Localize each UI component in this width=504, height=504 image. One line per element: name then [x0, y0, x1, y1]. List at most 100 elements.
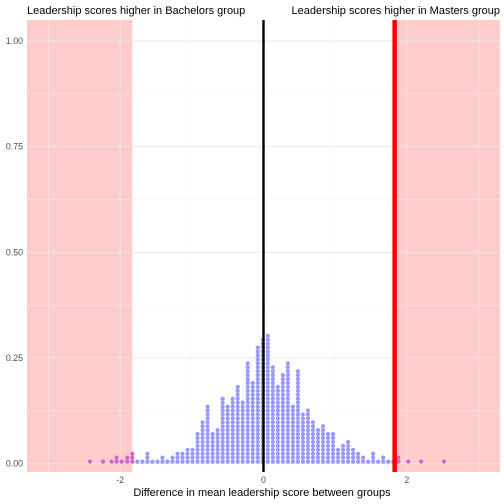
dot — [265, 443, 270, 448]
dot — [265, 431, 270, 437]
dot — [265, 373, 270, 378]
dot — [280, 400, 285, 405]
y-tick-label: 0.50 — [6, 247, 23, 257]
dot — [245, 424, 250, 429]
dot — [255, 357, 260, 362]
dot — [315, 447, 321, 452]
dot — [240, 404, 245, 409]
dot — [230, 435, 235, 441]
dot — [275, 388, 280, 393]
dot — [245, 404, 250, 409]
dot — [255, 384, 260, 390]
dot — [240, 408, 245, 413]
dot — [305, 459, 311, 464]
dot — [220, 439, 225, 445]
dot — [190, 451, 195, 456]
dot — [305, 455, 311, 460]
dot — [275, 392, 280, 397]
dot — [305, 435, 311, 441]
dot — [185, 451, 190, 456]
dot — [225, 431, 230, 437]
dot — [275, 408, 280, 413]
dot — [235, 455, 240, 460]
dot — [310, 459, 316, 464]
dot — [295, 435, 300, 441]
dot — [285, 443, 290, 448]
dot — [280, 431, 285, 437]
dot — [290, 428, 295, 433]
dot — [285, 412, 290, 417]
dot — [255, 451, 260, 456]
dot — [300, 447, 306, 452]
dot — [235, 435, 240, 441]
dot — [265, 404, 270, 409]
dot — [250, 455, 255, 460]
dot — [371, 455, 376, 460]
dot — [320, 424, 326, 429]
dot — [285, 400, 290, 405]
dot — [230, 424, 235, 429]
dot — [275, 412, 280, 417]
dot — [245, 412, 250, 417]
dot — [220, 400, 225, 405]
dot — [315, 439, 321, 445]
dot — [255, 435, 260, 441]
dot — [280, 396, 285, 401]
dot — [275, 447, 280, 452]
dot — [220, 412, 225, 417]
dot — [255, 376, 260, 382]
dot — [205, 408, 210, 413]
dot — [280, 424, 285, 429]
shaded-region-left — [27, 20, 133, 472]
dot — [240, 428, 245, 433]
dot — [265, 333, 270, 338]
dot — [295, 384, 300, 390]
dot — [285, 380, 290, 386]
dot — [265, 412, 270, 417]
dot — [386, 459, 391, 464]
dot — [285, 447, 290, 452]
dot — [270, 447, 275, 452]
dot — [245, 459, 250, 464]
dot — [285, 376, 290, 382]
dot — [265, 349, 270, 354]
dot — [285, 428, 290, 433]
dot — [245, 408, 250, 413]
dot — [265, 337, 270, 342]
dot — [195, 459, 200, 464]
dot — [335, 459, 341, 464]
dot — [265, 400, 270, 405]
dot — [300, 451, 306, 456]
dot — [220, 435, 225, 441]
dot — [170, 459, 175, 464]
dot — [235, 428, 240, 433]
dot — [265, 447, 270, 452]
dot — [205, 443, 210, 448]
dot — [245, 392, 250, 397]
dot — [200, 447, 205, 452]
dot — [245, 400, 250, 405]
dot — [285, 369, 290, 374]
dot — [305, 416, 311, 421]
dot — [265, 380, 270, 386]
dot — [285, 392, 290, 397]
dot — [190, 459, 195, 464]
dot — [250, 451, 255, 456]
dot — [185, 447, 190, 452]
dot — [280, 439, 285, 445]
dot — [350, 451, 356, 456]
dot — [345, 451, 351, 456]
dot — [125, 455, 130, 460]
dot — [195, 431, 200, 437]
dot — [270, 384, 275, 390]
dot — [270, 376, 275, 382]
dot — [350, 447, 356, 452]
dot — [100, 459, 106, 464]
dot — [275, 404, 280, 409]
dot — [245, 447, 250, 452]
dot — [290, 459, 295, 464]
dot — [310, 451, 316, 456]
dot — [325, 459, 331, 464]
dot — [160, 455, 165, 460]
reference-lines — [262, 20, 397, 472]
